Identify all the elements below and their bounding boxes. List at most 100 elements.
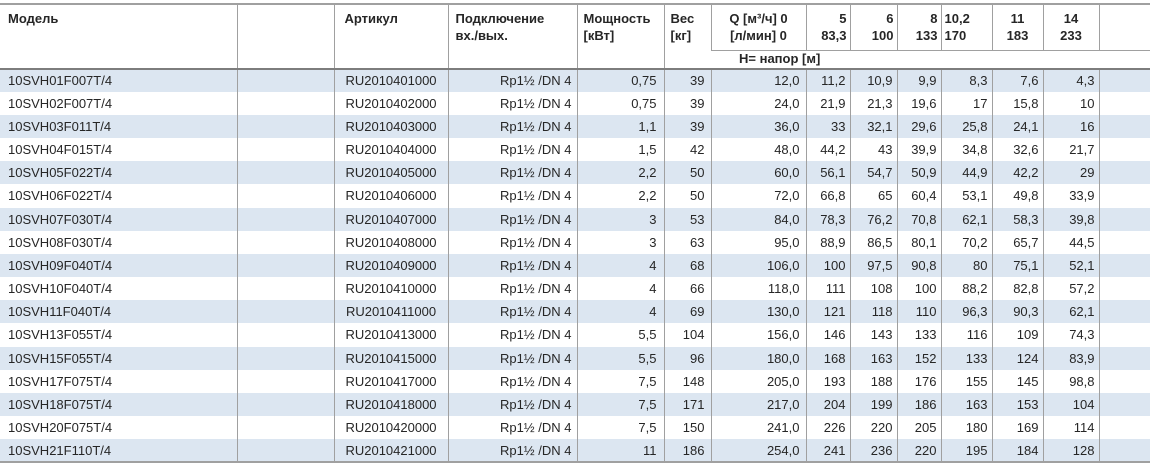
empty-cell <box>236 439 334 464</box>
head-q0-cell: 241,0 <box>710 416 806 440</box>
head-value-cell: 82,8 <box>991 277 1043 301</box>
header-head-label: Н= напор [м] <box>711 50 1150 70</box>
connection-cell: Rp1½ /DN 4 <box>447 323 577 347</box>
header-article: Артикул <box>333 3 448 70</box>
empty-cell <box>236 138 334 162</box>
head-q0-cell: 254,0 <box>710 439 806 464</box>
flow-m3h-value: 14 <box>1063 11 1079 26</box>
head-value-cell: 21,3 <box>849 91 897 115</box>
power-cell: 1,1 <box>576 114 664 139</box>
header-flow-col-10-2: 10,2 170 <box>940 3 992 51</box>
table-row: 10SVH18F075T/4 RU2010418000 Rp1½ /DN 4 7… <box>0 392 1150 417</box>
empty-cell <box>1098 230 1150 254</box>
header-flow-line1: Q [м³/ч] 0 <box>729 11 788 26</box>
header-flow-col-6: 6 100 <box>849 3 897 51</box>
power-cell: 11 <box>576 439 664 464</box>
head-value-cell: 96,3 <box>940 300 992 324</box>
table-row: 10SVH21F110T/4 RU2010421000 Rp1½ /DN 4 1… <box>0 439 1150 464</box>
head-value-cell: 21,7 <box>1042 138 1099 162</box>
head-value-cell: 195 <box>940 439 992 464</box>
empty-cell <box>236 253 334 278</box>
empty-cell <box>236 323 334 347</box>
power-cell: 5,5 <box>576 346 664 370</box>
empty-cell <box>1098 277 1150 301</box>
head-value-cell: 52,1 <box>1042 253 1099 278</box>
flow-m3h-value: 6 <box>886 11 894 26</box>
head-q0-cell: 84,0 <box>710 207 806 231</box>
head-value-cell: 17 <box>940 91 992 115</box>
head-value-cell: 97,5 <box>849 253 897 278</box>
article-cell: RU2010410000 <box>333 277 448 301</box>
head-q0-cell: 118,0 <box>710 277 806 301</box>
head-value-cell: 44,5 <box>1042 230 1099 254</box>
power-cell: 4 <box>576 277 664 301</box>
model-cell: 10SVH01F007T/4 <box>0 68 237 92</box>
power-cell: 5,5 <box>576 323 664 347</box>
flow-m3h-value: 8 <box>930 11 938 26</box>
table-row: 10SVH17F075T/4 RU2010417000 Rp1½ /DN 4 7… <box>0 369 1150 393</box>
head-value-cell: 70,8 <box>896 207 941 231</box>
head-value-cell: 34,8 <box>940 138 992 162</box>
model-cell: 10SVH11F040T/4 <box>0 300 237 324</box>
head-q0-cell: 48,0 <box>710 138 806 162</box>
head-value-cell: 220 <box>896 439 941 464</box>
power-cell: 7,5 <box>576 392 664 417</box>
empty-cell <box>236 184 334 208</box>
head-value-cell: 49,8 <box>991 184 1043 208</box>
connection-cell: Rp1½ /DN 4 <box>447 230 577 254</box>
connection-cell: Rp1½ /DN 4 <box>447 184 577 208</box>
header-weight-line2: [кг] <box>670 28 692 43</box>
head-q0-cell: 205,0 <box>710 369 806 393</box>
head-value-cell: 199 <box>849 392 897 417</box>
weight-cell: 171 <box>663 392 711 417</box>
flow-lmin-value: 183 <box>1006 28 1029 43</box>
head-value-cell: 83,9 <box>1042 346 1099 370</box>
head-value-cell: 9,9 <box>896 68 941 92</box>
head-value-cell: 155 <box>940 369 992 393</box>
connection-cell: Rp1½ /DN 4 <box>447 138 577 162</box>
connection-cell: Rp1½ /DN 4 <box>447 416 577 440</box>
head-value-cell: 205 <box>896 416 941 440</box>
header-model: Модель <box>0 3 237 70</box>
head-value-cell: 70,2 <box>940 230 992 254</box>
head-value-cell: 32,1 <box>849 114 897 139</box>
weight-cell: 42 <box>663 138 711 162</box>
flow-m3h-value: 5 <box>839 11 847 26</box>
header-connection-line2: вх./вых. <box>455 28 508 43</box>
empty-cell <box>236 277 334 301</box>
head-value-cell: 75,1 <box>991 253 1043 278</box>
article-cell: RU2010404000 <box>333 138 448 162</box>
empty-cell <box>236 300 334 324</box>
head-value-cell: 50,9 <box>896 161 941 185</box>
article-cell: RU2010403000 <box>333 114 448 139</box>
empty-cell <box>1098 114 1150 139</box>
head-value-cell: 98,8 <box>1042 369 1099 393</box>
head-value-cell: 10,9 <box>849 68 897 92</box>
empty-cell <box>236 416 334 440</box>
head-value-cell: 109 <box>991 323 1043 347</box>
power-cell: 1,5 <box>576 138 664 162</box>
empty-cell <box>1098 253 1150 278</box>
empty-cell <box>236 68 334 92</box>
article-cell: RU2010413000 <box>333 323 448 347</box>
empty-cell <box>236 346 334 370</box>
head-value-cell: 104 <box>1042 392 1099 417</box>
head-value-cell: 29 <box>1042 161 1099 185</box>
connection-cell: Rp1½ /DN 4 <box>447 277 577 301</box>
table-row: 10SVH20F075T/4 RU2010420000 Rp1½ /DN 4 7… <box>0 416 1150 440</box>
weight-cell: 39 <box>663 91 711 115</box>
head-value-cell: 124 <box>991 346 1043 370</box>
article-cell: RU2010409000 <box>333 253 448 278</box>
head-value-cell: 90,8 <box>896 253 941 278</box>
head-value-cell: 7,6 <box>991 68 1043 92</box>
header-flow-q0: Q [м³/ч] 0 [л/мин] 0 <box>710 3 806 51</box>
head-value-cell: 39,8 <box>1042 207 1099 231</box>
head-value-cell: 226 <box>805 416 850 440</box>
power-cell: 2,2 <box>576 184 664 208</box>
head-value-cell: 86,5 <box>849 230 897 254</box>
head-value-cell: 80 <box>940 253 992 278</box>
head-value-cell: 16 <box>1042 114 1099 139</box>
empty-cell <box>236 392 334 417</box>
head-value-cell: 54,7 <box>849 161 897 185</box>
connection-cell: Rp1½ /DN 4 <box>447 369 577 393</box>
